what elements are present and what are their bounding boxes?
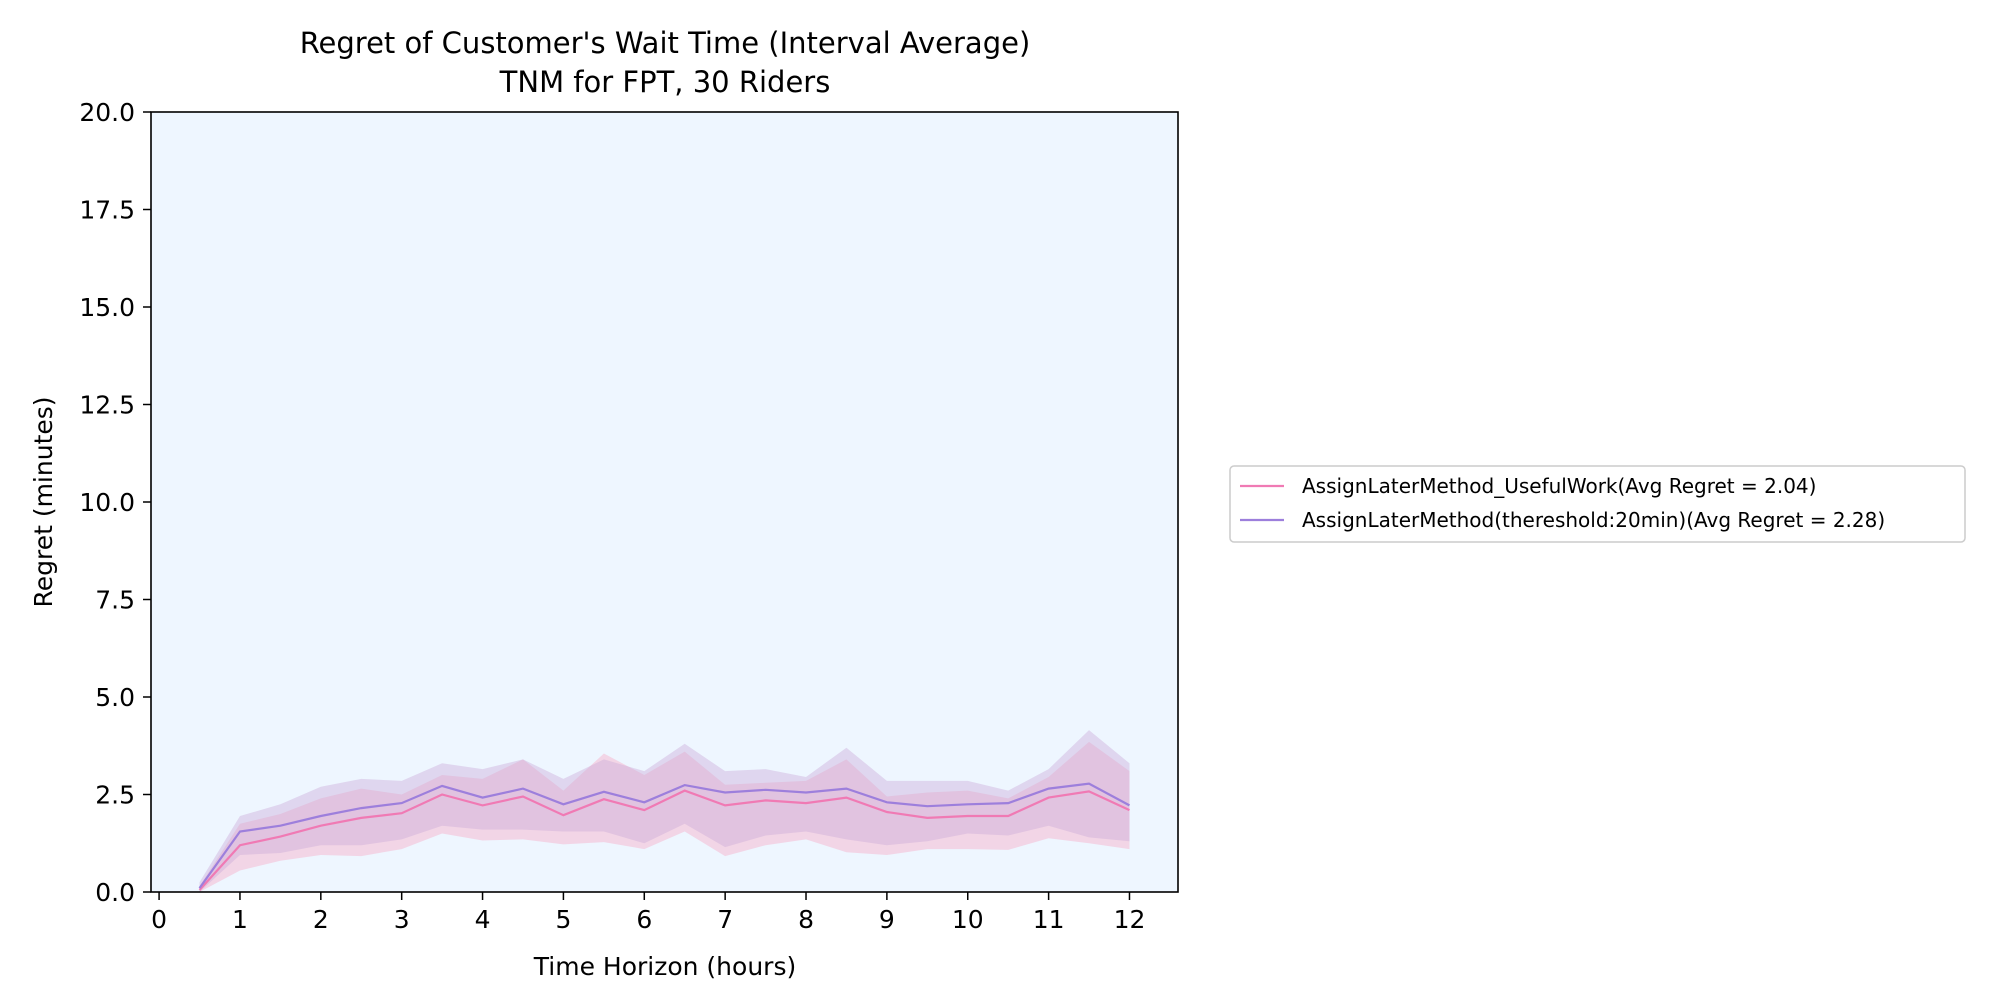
legend: AssignLaterMethod_UsefulWork(Avg Regret … xyxy=(1229,465,1966,543)
chart-title: Regret of Customer's Wait Time (Interval… xyxy=(300,26,1031,60)
y-tick-label: 10.0 xyxy=(79,488,135,517)
legend-label-2: AssignLaterMethod(thereshold:20min)(Avg … xyxy=(1302,508,1885,532)
confidence-band-2 xyxy=(199,730,1130,892)
y-tick-label: 2.5 xyxy=(95,781,135,810)
y-tick-label: 0.0 xyxy=(95,878,135,907)
plot-area xyxy=(151,112,1178,892)
legend-label-1: AssignLaterMethod_UsefulWork(Avg Regret … xyxy=(1302,474,1816,498)
x-tick-label: 12 xyxy=(1114,905,1146,934)
x-tick-label: 7 xyxy=(717,905,733,934)
x-tick-label: 0 xyxy=(151,905,167,934)
y-tick-label: 20.0 xyxy=(79,98,135,127)
y-axis-label: Regret (minutes) xyxy=(29,396,58,607)
y-tick-label: 7.5 xyxy=(95,586,135,615)
y-tick-label: 17.5 xyxy=(79,196,135,225)
x-tick-label: 2 xyxy=(313,905,329,934)
legend-frame xyxy=(1229,465,1966,543)
confidence-bands xyxy=(199,730,1130,892)
chart-subtitle: TNM for FPT, 30 Riders xyxy=(499,65,831,99)
x-tick-label: 3 xyxy=(394,905,410,934)
y-axis: 0.0 2.5 5.0 7.5 10.0 12.5 15.0 17.5 20.0 xyxy=(79,98,151,907)
series-line-1 xyxy=(198,789,1130,891)
x-axis-label: Time Horizon (hours) xyxy=(533,952,796,981)
y-tick-label: 15.0 xyxy=(79,293,135,322)
x-axis: 0 1 2 3 4 5 6 7 8 9 10 11 12 xyxy=(151,892,1145,934)
x-tick-label: 11 xyxy=(1033,905,1065,934)
x-tick-label: 5 xyxy=(555,905,571,934)
y-tick-label: 12.5 xyxy=(79,391,135,420)
x-tick-label: 4 xyxy=(475,905,491,934)
x-tick-label: 9 xyxy=(879,905,895,934)
series-line-2 xyxy=(198,782,1131,889)
x-tick-label: 10 xyxy=(952,905,984,934)
x-tick-label: 6 xyxy=(636,905,652,934)
x-tick-label: 8 xyxy=(798,905,814,934)
confidence-band-1 xyxy=(199,741,1130,892)
x-tick-label: 1 xyxy=(232,905,248,934)
series-lines xyxy=(198,782,1131,891)
y-tick-label: 5.0 xyxy=(95,683,135,712)
